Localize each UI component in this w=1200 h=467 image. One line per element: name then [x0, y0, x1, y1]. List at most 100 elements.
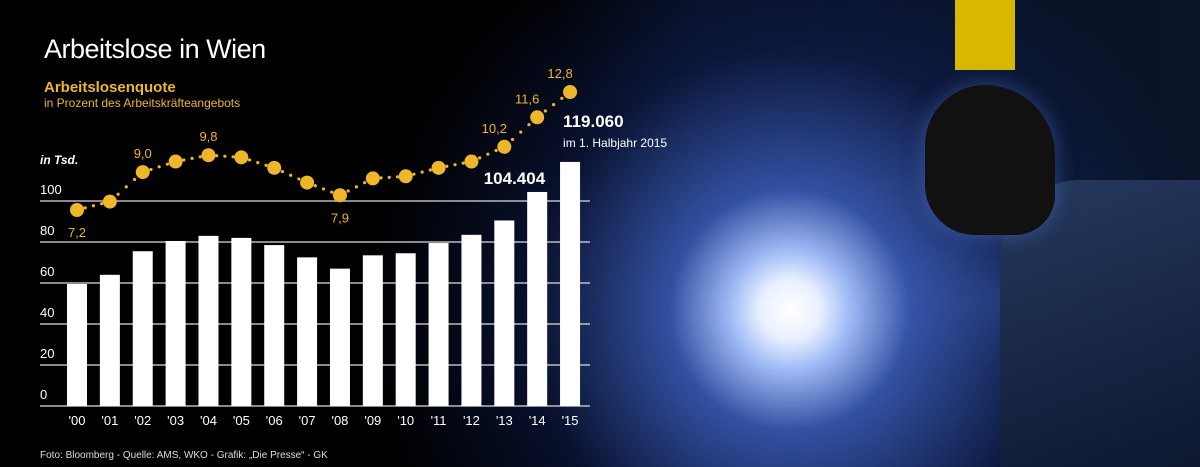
- x-tick-label: '03: [167, 413, 184, 428]
- rate-point: [563, 85, 578, 100]
- rate-connector-dot: [527, 123, 531, 127]
- rate-connector-dot: [395, 175, 400, 179]
- rate-connector-dot: [387, 175, 391, 179]
- rate-value-label: 9,8: [199, 129, 217, 144]
- rate-connector-dot: [182, 158, 186, 162]
- rate-subtitle: in Prozent des Arbeitskräfteangebots: [44, 96, 241, 110]
- rate-connector-dot: [157, 165, 161, 169]
- rate-connector-dot: [256, 160, 260, 165]
- rate-point: [234, 150, 249, 165]
- rate-connector-dot: [560, 96, 564, 100]
- bar: [67, 284, 87, 406]
- rate-connector-dot: [190, 156, 194, 160]
- rate-point: [70, 203, 84, 217]
- rate-connector-dot: [543, 109, 547, 113]
- bar: [198, 235, 219, 406]
- rate-connector-dot: [379, 176, 383, 180]
- y-tick-label: 80: [40, 223, 54, 238]
- x-tick-label: '02: [134, 413, 151, 428]
- x-tick-label: '09: [364, 413, 381, 428]
- rate-connector-dot: [494, 148, 498, 153]
- x-tick-label: '13: [496, 413, 513, 428]
- rate-connector-dot: [247, 158, 252, 162]
- rate-connector-dot: [132, 177, 137, 182]
- rate-connector-dot: [313, 184, 317, 188]
- y-tick-label: 100: [40, 182, 62, 197]
- rate-connector-dot: [346, 189, 350, 193]
- rate-point: [365, 171, 380, 186]
- rate-point: [201, 148, 216, 163]
- rate-connector-dot: [461, 161, 465, 165]
- x-tick-label: '01: [101, 413, 118, 428]
- x-tick-label: '08: [331, 413, 348, 428]
- bar: [231, 237, 252, 406]
- bar: [395, 253, 416, 406]
- rate-point: [267, 160, 282, 175]
- rate-value-label: 11,6: [515, 91, 539, 106]
- bar-value-label: 119.060: [563, 112, 624, 131]
- rate-connector-dot: [445, 164, 449, 168]
- rate-connector-dot: [330, 190, 334, 194]
- rate-point: [431, 160, 446, 175]
- rate-point: [464, 154, 479, 169]
- rate-value-label: 10,2: [482, 121, 507, 136]
- chart-title: Arbeitslose in Wien: [44, 34, 266, 64]
- rate-connector-dot: [215, 154, 219, 158]
- bar: [461, 234, 482, 406]
- bar: [165, 240, 186, 406]
- y-tick-label: 20: [40, 346, 54, 361]
- rate-connector-dot: [264, 163, 268, 167]
- rate-connector-dot: [91, 204, 96, 208]
- bar: [527, 191, 548, 406]
- x-tick-label: '00: [69, 413, 86, 428]
- bar: [428, 243, 449, 406]
- rate-connector-dot: [321, 187, 326, 191]
- rate-connector-dot: [420, 170, 424, 174]
- rate-point: [530, 110, 545, 125]
- rate-title: Arbeitslosenquote: [44, 79, 176, 96]
- rate-value-label: 7,9: [331, 210, 349, 225]
- y-axis-label: in Tsd.: [40, 153, 78, 167]
- bar: [560, 161, 581, 406]
- x-tick-label: '07: [299, 413, 316, 428]
- y-tick-label: 40: [40, 305, 54, 320]
- rate-connector-dot: [149, 167, 153, 172]
- x-tick-label: '11: [431, 413, 447, 428]
- y-tick-label: 60: [40, 264, 54, 279]
- rate-connector-dot: [289, 173, 293, 177]
- rate-point: [135, 165, 150, 180]
- x-tick-label: '15: [562, 413, 579, 428]
- rate-point: [168, 154, 183, 169]
- rate-point: [332, 188, 347, 203]
- x-tick-label: '14: [529, 413, 546, 428]
- rate-connector-dot: [552, 103, 556, 107]
- rate-connector-dot: [486, 152, 490, 156]
- rate-connector-dot: [297, 177, 301, 181]
- rate-point: [497, 139, 512, 154]
- x-tick-label: '05: [233, 413, 250, 428]
- rate-connector-dot: [223, 154, 227, 158]
- rate-connector-dot: [100, 202, 104, 206]
- x-tick-label: '04: [200, 413, 217, 428]
- y-tick-label: 0: [40, 387, 47, 402]
- rate-point: [398, 169, 413, 184]
- rate-connector-dot: [165, 162, 169, 166]
- x-tick-label: '10: [397, 413, 414, 428]
- rate-connector-dot: [478, 156, 482, 160]
- x-tick-label: '12: [463, 413, 480, 428]
- rate-value-label: 12,8: [547, 66, 572, 81]
- rate-point: [300, 175, 315, 190]
- rate-value-label: 9,0: [134, 146, 152, 161]
- bar-value-label: 104.404: [484, 169, 546, 188]
- bar-value-note: im 1. Halbjahr 2015: [563, 136, 667, 150]
- rate-connector-dot: [198, 155, 202, 159]
- rate-connector-dot: [363, 181, 367, 185]
- credit-line: Foto: Bloomberg - Quelle: AMS, WKO - Gra…: [40, 450, 328, 461]
- rate-connector-dot: [412, 172, 416, 176]
- rate-connector-dot: [354, 185, 358, 189]
- rate-connector-dot: [280, 169, 285, 174]
- rate-connector-dot: [231, 155, 235, 159]
- bar: [132, 251, 153, 406]
- rate-connector-dot: [519, 130, 523, 134]
